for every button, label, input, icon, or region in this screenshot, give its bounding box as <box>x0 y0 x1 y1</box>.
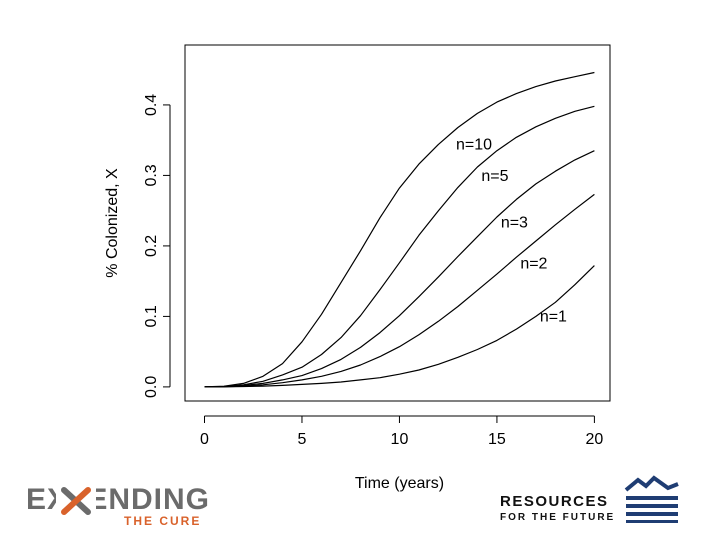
plot-frame <box>184 44 611 402</box>
logo-left-subtitle: THE CURE <box>124 514 202 528</box>
series-label-n10: n=10 <box>456 136 492 153</box>
logo-left-word: EXTENDING <box>26 483 211 516</box>
y-tick-label: 0.3 <box>143 164 160 186</box>
x-tick-label: 10 <box>391 431 409 448</box>
mountain-waves-icon <box>624 475 679 523</box>
y-tick-label: 0.2 <box>143 235 160 257</box>
series-line-n5 <box>204 105 595 388</box>
series-label-n3: n=3 <box>501 215 528 232</box>
x-cross-icon <box>56 486 96 516</box>
extending-the-cure-logo: EXTENDING THE CURE <box>26 484 216 532</box>
y-axis-title: % Colonized, X <box>104 168 121 278</box>
series-label-n5: n=5 <box>481 168 508 185</box>
series-line-n10 <box>204 71 595 388</box>
y-tick-label: 0.0 <box>143 376 160 398</box>
logo-right-title: RESOURCES <box>500 493 609 510</box>
y-tick-label: 0.4 <box>143 94 160 116</box>
series-line-n3 <box>204 150 595 388</box>
series-line-n1 <box>204 265 595 388</box>
series-label-n1: n=1 <box>540 308 567 325</box>
series-label-n2: n=2 <box>520 255 547 272</box>
x-tick-label: 20 <box>586 431 604 448</box>
resources-for-the-future-logo: RESOURCES FOR THE FUTURE <box>498 474 698 530</box>
series-line-n2 <box>204 193 595 388</box>
series-label-layer: n=10 n=5 n=3 n=2 n=1 <box>456 136 567 325</box>
series-layer <box>204 71 595 388</box>
x-tick-label: 0 <box>200 431 209 448</box>
x-axis-title: Time (years) <box>355 475 444 492</box>
logo-right-subtitle: FOR THE FUTURE <box>500 512 616 523</box>
x-tick-label: 5 <box>298 431 307 448</box>
y-axis: 0.0 0.1 0.2 0.3 0.4 <box>143 94 171 398</box>
y-tick-label: 0.1 <box>143 305 160 327</box>
x-axis: 0 5 10 15 20 <box>200 415 604 448</box>
x-tick-label: 15 <box>488 431 506 448</box>
